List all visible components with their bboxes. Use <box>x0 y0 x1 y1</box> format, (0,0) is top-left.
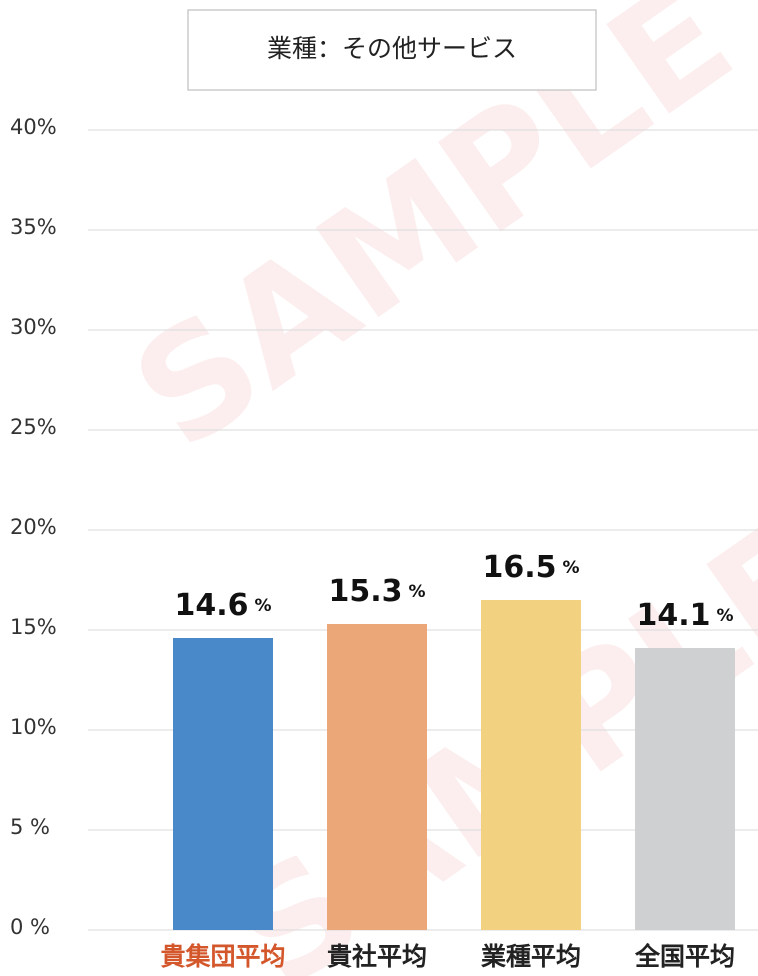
value-number: 16.5 <box>482 550 556 585</box>
value-label: 14.6% <box>174 588 271 623</box>
bar <box>481 600 581 930</box>
title-box <box>187 9 597 91</box>
bar <box>635 648 735 930</box>
x-tick-label: 全国平均 <box>634 942 735 971</box>
x-tick-label: 貴社平均 <box>327 942 427 971</box>
value-label: 15.3% <box>328 574 425 609</box>
x-tick-label: 業種平均 <box>481 942 581 971</box>
value-number: 14.1 <box>636 598 710 633</box>
y-tick-label: 15% <box>10 615 57 639</box>
y-tick-label: 30% <box>10 315 57 339</box>
y-tick-label: 10% <box>10 715 57 739</box>
bar <box>173 638 273 930</box>
value-unit: % <box>254 596 271 616</box>
chart-title: 業種：その他サービス <box>267 34 517 63</box>
value-label: 14.1% <box>636 598 733 633</box>
value-unit: % <box>408 582 425 602</box>
bar <box>327 624 427 930</box>
y-tick-label: 20% <box>10 515 57 539</box>
value-number: 14.6 <box>174 588 248 623</box>
value-label: 16.5% <box>482 550 579 585</box>
y-tick-label: 25% <box>10 415 57 439</box>
x-tick-label: 貴集団平均 <box>160 942 285 971</box>
y-tick-label: 5 % <box>10 815 50 839</box>
y-tick-label: 0 % <box>10 915 50 939</box>
value-unit: % <box>716 606 733 626</box>
value-unit: % <box>562 558 579 578</box>
y-tick-label: 35% <box>10 215 57 239</box>
value-number: 15.3 <box>328 574 402 609</box>
y-tick-label: 40% <box>10 115 57 139</box>
